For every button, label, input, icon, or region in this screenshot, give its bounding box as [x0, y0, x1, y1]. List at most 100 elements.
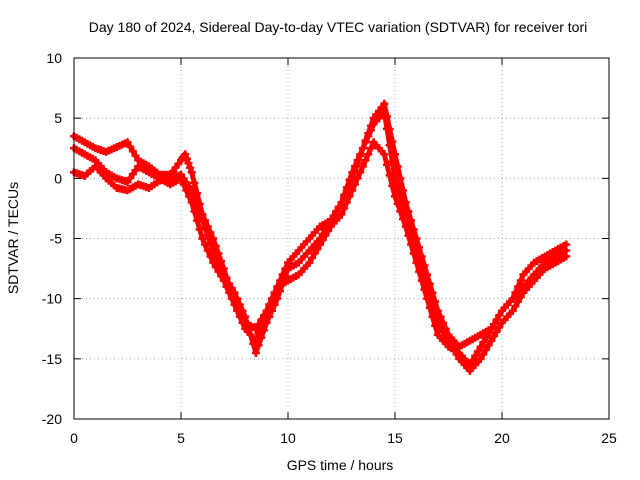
- data-point: [487, 336, 496, 345]
- data-point: [356, 168, 365, 177]
- data-point: [198, 216, 207, 225]
- data-point: [417, 264, 426, 273]
- data-point: [329, 211, 338, 220]
- data-point: [425, 291, 434, 300]
- y-tick-label: -10: [42, 291, 62, 307]
- data-point: [225, 279, 234, 288]
- data-point: [358, 144, 367, 153]
- data-point: [131, 151, 140, 160]
- data-point: [449, 345, 458, 354]
- data-point: [265, 312, 274, 321]
- data-point: [366, 126, 375, 135]
- data-point: [439, 327, 448, 336]
- data-point: [235, 300, 244, 309]
- data-point: [492, 327, 501, 336]
- data-point: [428, 300, 437, 309]
- data-point: [476, 342, 485, 351]
- data-point: [184, 159, 193, 168]
- data-point: [489, 332, 498, 341]
- series-trace-3: [70, 108, 571, 375]
- data-point: [401, 210, 410, 219]
- data-point: [190, 178, 199, 187]
- data-point: [479, 350, 488, 359]
- data-point: [471, 351, 480, 360]
- data-point: [345, 175, 354, 184]
- data-point: [206, 239, 215, 248]
- data-point: [358, 162, 367, 171]
- y-tick-label: -20: [42, 411, 62, 427]
- data-point: [233, 294, 242, 303]
- x-axis-label: GPS time / hours: [287, 457, 394, 473]
- data-point: [318, 229, 327, 238]
- data-point: [407, 228, 416, 237]
- data-point: [404, 219, 413, 228]
- data-point: [364, 150, 373, 159]
- data-point: [492, 315, 501, 324]
- data-point: [324, 220, 333, 229]
- data-point: [267, 306, 276, 315]
- y-tick-label: 5: [54, 110, 62, 126]
- data-point: [337, 198, 346, 207]
- data-point: [508, 306, 517, 315]
- data-point: [305, 258, 314, 267]
- data-point: [273, 294, 282, 303]
- data-point: [399, 201, 408, 210]
- data-point: [361, 138, 370, 147]
- data-point: [382, 160, 391, 169]
- data-point: [332, 207, 341, 216]
- axis-ticks: 0 5 10 15 20 25 -20 -15 -10 -5 0 5 10: [42, 50, 617, 446]
- data-point: [209, 246, 218, 255]
- data-point: [364, 132, 373, 141]
- data-point: [238, 306, 247, 315]
- data-point: [473, 347, 482, 356]
- data-point: [361, 156, 370, 165]
- data-point: [353, 174, 362, 183]
- data-point: [259, 326, 268, 335]
- grid: [74, 58, 609, 419]
- x-tick-label: 15: [387, 430, 403, 446]
- data-point: [249, 339, 258, 348]
- data-point: [353, 156, 362, 165]
- data-point: [342, 183, 351, 192]
- data-point: [313, 245, 322, 254]
- data-point: [436, 323, 445, 332]
- data-point: [409, 237, 418, 246]
- data-point: [340, 204, 349, 213]
- data-point: [198, 234, 207, 243]
- data-point: [251, 348, 260, 357]
- data-point: [380, 99, 389, 108]
- y-axis-label: SDTVAR / TECUs: [5, 182, 21, 294]
- data-point: [423, 282, 432, 291]
- y-tick-label: -5: [50, 231, 63, 247]
- data-point: [211, 252, 220, 261]
- data-point: [412, 246, 421, 255]
- data-point: [382, 124, 391, 133]
- data-point: [281, 272, 290, 281]
- data-point: [187, 186, 196, 195]
- y-tick-label: 10: [46, 50, 62, 66]
- data-point: [217, 264, 226, 273]
- data-point: [337, 210, 346, 219]
- data-point: [420, 273, 429, 282]
- data-point: [340, 190, 349, 199]
- y-tick-label: 0: [54, 170, 62, 186]
- data-point: [511, 302, 520, 311]
- data-point: [516, 276, 525, 285]
- data-point: [441, 332, 450, 341]
- data-point: [348, 186, 357, 195]
- x-tick-label: 25: [601, 430, 617, 446]
- data-point: [203, 231, 212, 240]
- data-point: [391, 174, 399, 183]
- data-point: [195, 225, 204, 234]
- x-tick-label: 20: [494, 430, 510, 446]
- data-point: [241, 312, 250, 321]
- data-point: [230, 288, 239, 297]
- data-point: [222, 275, 231, 284]
- data-point: [334, 202, 343, 211]
- data-point: [326, 216, 335, 225]
- data-point: [495, 311, 504, 320]
- data-point: [452, 350, 461, 359]
- data-point: [181, 150, 190, 159]
- data-point: [356, 150, 365, 159]
- data-point: [214, 258, 223, 267]
